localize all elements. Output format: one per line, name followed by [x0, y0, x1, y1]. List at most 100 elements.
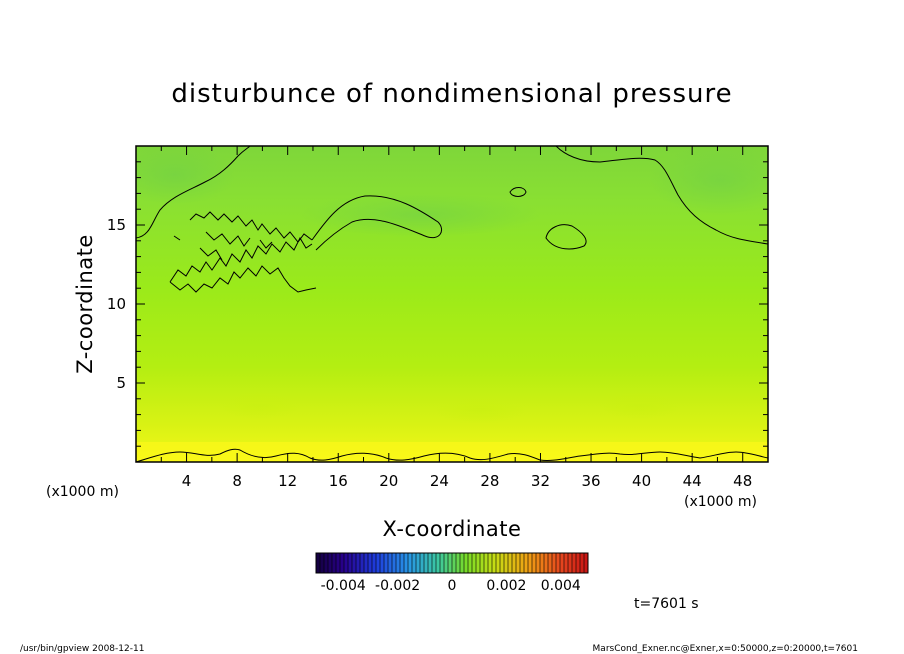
colorbar-segment	[416, 553, 420, 573]
colorbar-segment	[368, 553, 372, 573]
colorbar-segment	[504, 553, 508, 573]
colorbar-segment	[340, 553, 344, 573]
colorbar-segment	[568, 553, 572, 573]
colorbar	[315, 553, 588, 573]
colorbar-segment	[436, 553, 440, 573]
colorbar-segment	[528, 553, 532, 573]
colorbar-tick-label: -0.002	[375, 578, 420, 594]
colorbar-segment	[576, 553, 580, 573]
colorbar-segment	[352, 553, 356, 573]
colorbar-segment	[392, 553, 396, 573]
chart-title: disturbunce of nondimensional pressure	[171, 79, 732, 109]
y-axis-unit: (x1000 m)	[46, 484, 119, 500]
x-axis-unit: (x1000 m)	[684, 494, 757, 510]
colorbar-segment	[404, 553, 408, 573]
x-axis-label: X-coordinate	[383, 517, 522, 541]
colorbar-segment	[444, 553, 448, 573]
colorbar-segment	[496, 553, 500, 573]
contour-tongue	[311, 195, 442, 251]
colorbar-segment	[572, 553, 576, 573]
colorbar-segment	[320, 553, 324, 573]
colorbar-segment	[564, 553, 568, 573]
colorbar-segment	[332, 553, 336, 573]
colorbar-segment	[560, 553, 564, 573]
colorbar-segment	[432, 553, 436, 573]
field-shade-6	[600, 391, 680, 419]
colorbar-segment	[464, 553, 468, 573]
x-tick-label: 40	[632, 472, 651, 490]
colorbar-segment	[524, 553, 528, 573]
contour-bottom	[136, 448, 768, 462]
colorbar-segment	[420, 553, 424, 573]
colorbar-segment	[360, 553, 364, 573]
y-tick-label: 15	[107, 216, 126, 234]
heatmap-field	[136, 146, 768, 462]
colorbar-segment	[484, 553, 488, 573]
y-axis: 5 10 15	[107, 161, 768, 447]
colorbar-segment	[364, 553, 368, 573]
colorbar-segment	[548, 553, 552, 573]
colorbar-segment	[488, 553, 492, 573]
contour-small-bubble	[509, 187, 527, 197]
colorbar-frame	[315, 552, 589, 574]
colorbar-segment	[452, 553, 456, 573]
y-tick-label: 5	[116, 374, 126, 392]
colorbar-segment	[500, 553, 504, 573]
contour-lines	[136, 146, 768, 462]
colorbar-segment	[336, 553, 340, 573]
colorbar-segment	[424, 553, 428, 573]
contour-upper	[136, 146, 768, 245]
colorbar-segment	[316, 553, 320, 573]
time-label: t=7601 s	[634, 596, 699, 612]
x-axis: 4 8 12 16 20 24 28 32 36 40 44 48	[160, 146, 752, 490]
x-tick-label: 4	[182, 472, 192, 490]
colorbar-segment	[520, 553, 524, 573]
x-tick-label: 8	[232, 472, 242, 490]
colorbar-segment	[580, 553, 584, 573]
colorbar-segment	[324, 553, 328, 573]
colorbar-tick-label: 0.004	[541, 578, 581, 594]
colorbar-segment	[456, 553, 460, 573]
colorbar-segment	[380, 553, 384, 573]
footer-left: /usr/bin/gpview 2008-12-11	[20, 644, 144, 654]
colorbar-tick-label: -0.004	[321, 578, 366, 594]
colorbar-segment	[400, 553, 404, 573]
colorbar-segment	[428, 553, 432, 573]
colorbar-segment	[540, 553, 544, 573]
colorbar-segment	[440, 553, 444, 573]
colorbar-segment	[516, 553, 520, 573]
x-tick-label: 44	[683, 472, 702, 490]
colorbar-segment	[552, 553, 556, 573]
colorbar-segment	[476, 553, 480, 573]
colorbar-segment	[348, 553, 352, 573]
field-shade-1	[136, 146, 235, 205]
colorbar-segment	[384, 553, 388, 573]
colorbar-segment	[376, 553, 380, 573]
colorbar-segment	[460, 553, 464, 573]
contour-bubble-right	[545, 224, 587, 250]
colorbar-segment	[468, 553, 472, 573]
colorbar-segment	[512, 553, 516, 573]
colorbar-segment	[556, 553, 560, 573]
x-tick-label: 48	[733, 472, 752, 490]
y-tick-label: 10	[107, 295, 126, 313]
colorbar-segment	[372, 553, 376, 573]
x-tick-label: 24	[430, 472, 449, 490]
y-axis-label: Z-coordinate	[73, 234, 97, 374]
colorbar-segment	[584, 553, 588, 573]
colorbar-segment	[412, 553, 416, 573]
field-shade-5	[435, 396, 525, 424]
x-tick-label: 20	[379, 472, 398, 490]
colorbar-tick-label: 0.002	[486, 578, 526, 594]
colorbar-segment	[544, 553, 548, 573]
x-tick-label: 36	[581, 472, 600, 490]
colorbar-segment	[388, 553, 392, 573]
colorbar-tick-label: 0	[448, 578, 457, 594]
colorbar-segment	[480, 553, 484, 573]
colorbar-segment	[356, 553, 360, 573]
x-tick-label: 12	[278, 472, 297, 490]
x-tick-label: 16	[329, 472, 348, 490]
colorbar-segment	[536, 553, 540, 573]
colorbar-segment	[328, 553, 332, 573]
colorbar-segment	[508, 553, 512, 573]
